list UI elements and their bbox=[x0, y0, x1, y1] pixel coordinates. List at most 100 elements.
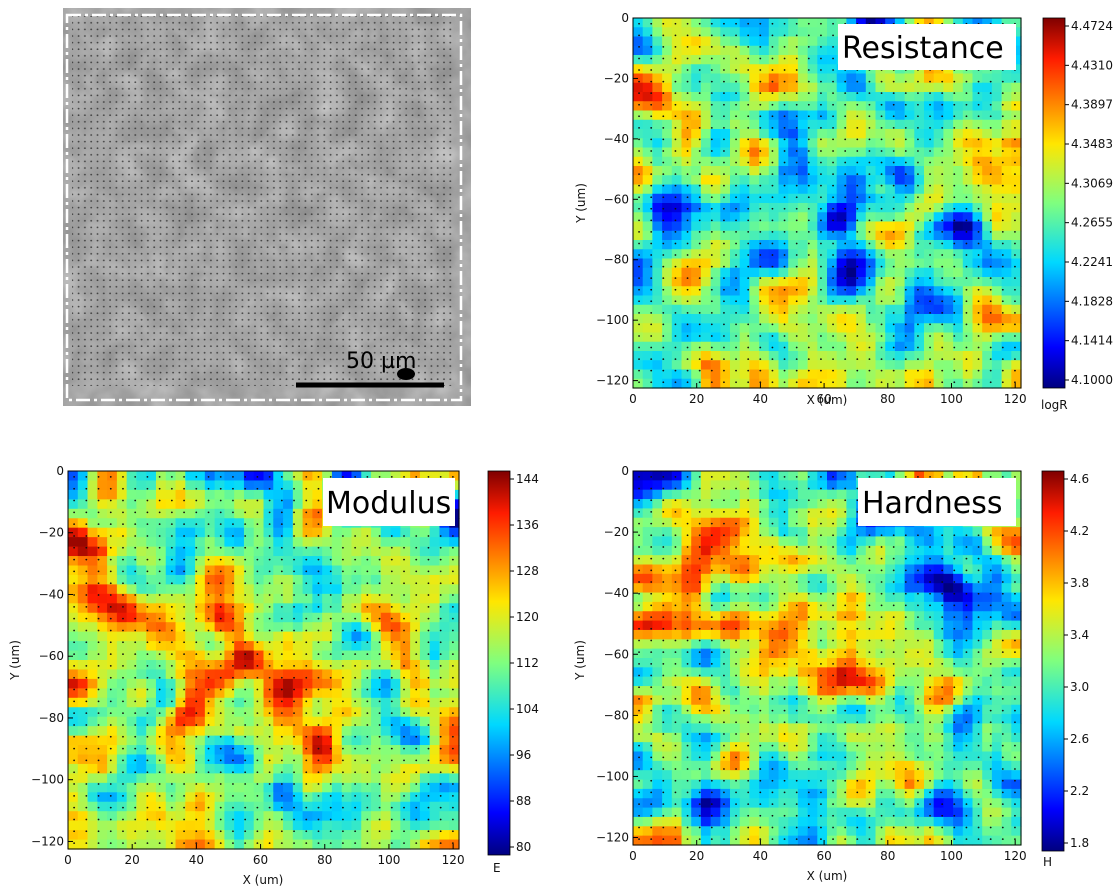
indent-point bbox=[796, 219, 798, 221]
indent-point bbox=[832, 231, 834, 233]
heatmap-cell bbox=[303, 603, 313, 613]
heatmap-cell bbox=[973, 138, 983, 148]
indent-point bbox=[941, 347, 943, 349]
heatmap-cell bbox=[293, 707, 303, 717]
heatmap-cell bbox=[107, 811, 117, 821]
indent-point bbox=[832, 254, 834, 256]
heatmap-cell bbox=[1011, 222, 1021, 232]
indent-point bbox=[856, 104, 858, 106]
indent-point bbox=[110, 523, 112, 525]
heatmap-cell bbox=[88, 773, 98, 783]
indent-point bbox=[941, 81, 943, 83]
heatmap-cell bbox=[934, 286, 944, 296]
heatmap-cell bbox=[303, 584, 313, 594]
heatmap-cell bbox=[371, 660, 381, 670]
heatmap-cell bbox=[361, 622, 371, 632]
heatmap-cell bbox=[963, 259, 973, 269]
indent-point bbox=[269, 712, 271, 714]
heatmap-cell bbox=[312, 688, 322, 698]
heatmap-cell bbox=[730, 129, 740, 139]
indent-point bbox=[195, 488, 197, 490]
heatmap-cell bbox=[156, 755, 166, 765]
indent-point bbox=[85, 630, 87, 632]
heatmap-cell bbox=[244, 821, 254, 831]
indent-point bbox=[171, 724, 173, 726]
indent-point bbox=[269, 571, 271, 573]
indent-point bbox=[208, 677, 210, 679]
heatmap-cell bbox=[303, 811, 313, 821]
heatmap-cell bbox=[633, 18, 643, 28]
indent-point bbox=[650, 115, 652, 117]
heatmap-cell bbox=[914, 323, 924, 333]
heatmap-cell bbox=[808, 101, 818, 111]
indent-point bbox=[159, 547, 161, 549]
indent-point bbox=[675, 139, 677, 141]
heatmap-cell bbox=[410, 688, 420, 698]
heatmap-cell bbox=[117, 480, 127, 490]
heatmap-cell bbox=[205, 802, 215, 812]
heatmap-cell bbox=[303, 632, 313, 642]
indent-point bbox=[403, 665, 405, 667]
indent-point bbox=[675, 254, 677, 256]
heatmap-cell bbox=[759, 129, 769, 139]
heatmap-cell bbox=[730, 120, 740, 130]
heatmap-cell bbox=[808, 333, 818, 343]
heatmap-cell bbox=[992, 194, 1002, 204]
indent-point bbox=[820, 381, 822, 383]
indent-point bbox=[675, 231, 677, 233]
indent-point bbox=[723, 162, 725, 164]
heatmap-cell bbox=[740, 360, 750, 370]
heatmap-cell bbox=[166, 764, 176, 774]
heatmap-cell bbox=[195, 660, 205, 670]
heatmap-cell bbox=[749, 203, 759, 213]
heatmap-cell bbox=[924, 203, 934, 213]
heatmap-cell bbox=[215, 669, 225, 679]
heatmap-cell bbox=[691, 268, 701, 278]
indent-point bbox=[759, 115, 761, 117]
heatmap-cell bbox=[817, 342, 827, 352]
heatmap-cell bbox=[779, 157, 789, 167]
indent-point bbox=[869, 254, 871, 256]
heatmap-cell bbox=[244, 660, 254, 670]
indent-point bbox=[73, 476, 75, 478]
heatmap-cell bbox=[88, 688, 98, 698]
heatmap-cell bbox=[88, 622, 98, 632]
indent-point bbox=[820, 277, 822, 279]
indent-point bbox=[723, 81, 725, 83]
indent-point bbox=[440, 618, 442, 620]
heatmap-cell bbox=[68, 603, 78, 613]
indent-point bbox=[675, 289, 677, 291]
heatmap-cell bbox=[205, 622, 215, 632]
heatmap-cell bbox=[166, 679, 176, 689]
heatmap-cell bbox=[195, 584, 205, 594]
heatmap-cell bbox=[117, 802, 127, 812]
heatmap-cell bbox=[264, 537, 274, 547]
heatmap-cell bbox=[127, 632, 137, 642]
heatmap-cell bbox=[322, 613, 332, 623]
indent-point bbox=[808, 324, 810, 326]
heatmap-cell bbox=[234, 651, 244, 661]
indent-point bbox=[832, 335, 834, 337]
heatmap-cell bbox=[866, 185, 876, 195]
indent-point bbox=[808, 196, 810, 198]
heatmap-cell bbox=[420, 660, 430, 670]
heatmap-cell bbox=[749, 185, 759, 195]
indent-point bbox=[735, 104, 737, 106]
heatmap-cell bbox=[914, 277, 924, 287]
indent-point bbox=[195, 582, 197, 584]
heatmap-cell bbox=[953, 222, 963, 232]
indent-point bbox=[293, 582, 295, 584]
heatmap-cell bbox=[107, 717, 117, 727]
heatmap-cell bbox=[420, 584, 430, 594]
heatmap-cell bbox=[136, 755, 146, 765]
heatmap-cell bbox=[730, 323, 740, 333]
heatmap-cell bbox=[215, 509, 225, 519]
indent-point bbox=[342, 559, 344, 561]
indent-point bbox=[662, 23, 664, 25]
indent-point bbox=[147, 511, 149, 513]
heatmap-cell bbox=[205, 594, 215, 604]
indent-point bbox=[759, 312, 761, 314]
heatmap-cell bbox=[68, 480, 78, 490]
indent-point bbox=[110, 535, 112, 537]
indent-point bbox=[330, 724, 332, 726]
